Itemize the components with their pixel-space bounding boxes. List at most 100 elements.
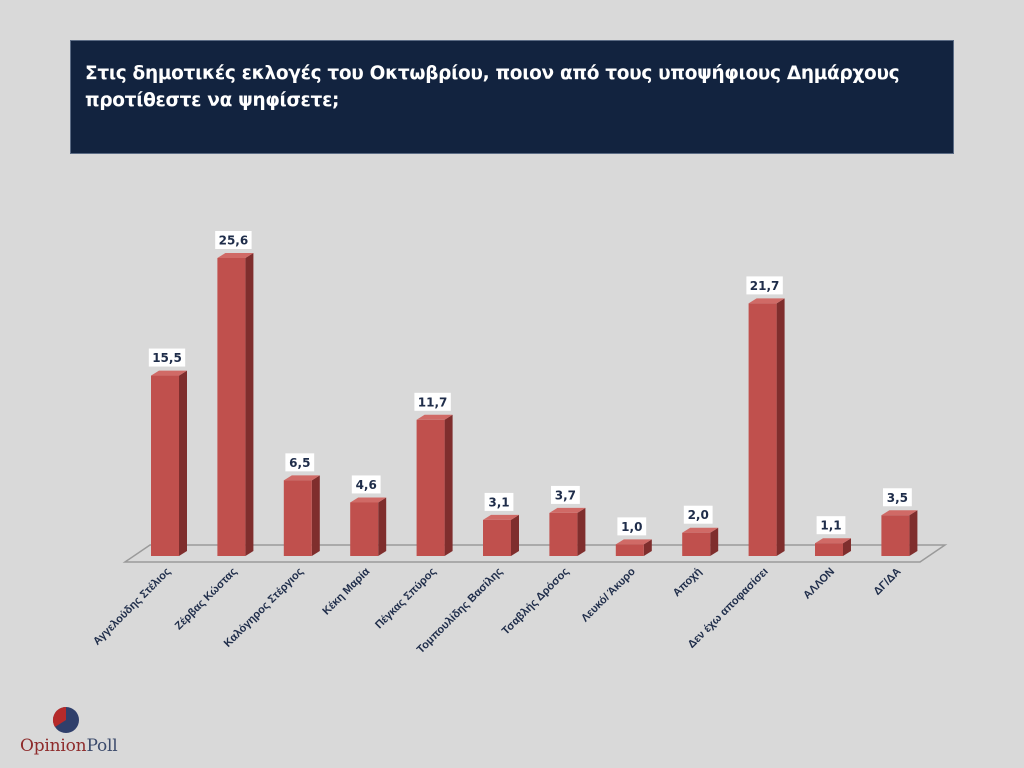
data-label-bg xyxy=(215,231,252,249)
data-label: 2,0 xyxy=(683,505,713,524)
data-label: 1,0 xyxy=(617,517,647,536)
category-label: Τσαβλής Δρόσος xyxy=(500,565,572,637)
data-label-bg xyxy=(617,517,647,536)
bar-side xyxy=(710,527,719,556)
bar-front xyxy=(483,519,511,556)
bar-side xyxy=(577,507,586,556)
bar-side xyxy=(843,538,851,556)
bar-top xyxy=(350,497,387,503)
bar-front xyxy=(217,258,246,556)
bar-side xyxy=(444,414,453,556)
bar xyxy=(483,514,519,556)
bar-side xyxy=(311,475,320,556)
bar-side xyxy=(378,497,387,556)
data-label-text: 2,0 xyxy=(688,508,709,522)
bar xyxy=(416,414,453,556)
bar-front xyxy=(881,515,910,556)
bar-front xyxy=(748,303,777,556)
category-label: Αγγελούδης Στέλιος xyxy=(91,565,173,647)
data-label: 21,7 xyxy=(746,276,783,295)
logo-text-poll: Poll xyxy=(86,736,118,756)
logo-pie-icon xyxy=(52,706,79,733)
category-label: Αποχή xyxy=(671,565,705,599)
bars xyxy=(151,253,918,556)
title-banner: Στις δημοτικές εκλογές του Οκτωβρίου, πο… xyxy=(70,40,954,154)
data-label-text: 1,0 xyxy=(621,520,642,534)
bar-front xyxy=(350,502,379,556)
bar xyxy=(682,527,719,556)
bar-top xyxy=(748,298,785,304)
data-label-bg xyxy=(148,348,186,367)
data-label-bg xyxy=(484,492,514,511)
data-label-text: 6,5 xyxy=(289,456,310,470)
bar xyxy=(350,497,387,556)
data-label-text: 3,7 xyxy=(555,488,576,502)
bar-top xyxy=(682,527,719,533)
data-label: 15,5 xyxy=(148,348,186,367)
bar-front xyxy=(416,419,445,556)
bar-front xyxy=(283,480,312,556)
data-label-text: 1,1 xyxy=(820,519,841,533)
bar xyxy=(815,538,851,556)
data-label-text: 15,5 xyxy=(152,351,182,365)
category-label: ΑΛΛΟΝ xyxy=(801,566,837,602)
bar-front xyxy=(549,512,578,556)
opinionpoll-logo: OpinionPoll xyxy=(18,706,128,762)
data-label: 11,7 xyxy=(414,392,451,411)
bar-top xyxy=(217,253,254,258)
logo-text-opinion: Opinion xyxy=(20,736,87,756)
bar xyxy=(151,370,187,556)
data-label-bg xyxy=(816,516,846,535)
data-label-bg xyxy=(551,485,580,504)
bar xyxy=(615,539,652,556)
floor-plane xyxy=(122,544,948,563)
chart-title: Στις δημοτικές εκλογές του Οκτωβρίου, πο… xyxy=(85,63,900,111)
bar-side xyxy=(179,370,187,556)
category-label: ΔΓ/ΔΑ xyxy=(871,566,903,598)
bar-side xyxy=(245,253,254,556)
category-labels: Αγγελούδης Στέλιος Ζέρβας ΚώσταςΚαλόγηρος… xyxy=(91,565,904,656)
data-label: 3,5 xyxy=(883,488,912,507)
bar-front xyxy=(615,544,644,556)
bar-top xyxy=(549,507,586,513)
data-labels: 15,5 25,6 6,5 4,6 11,7 3,1 3,7 1,0 2,0 21,7 1,1 3,5 xyxy=(148,231,912,536)
bar-top xyxy=(283,475,320,481)
chart-floor xyxy=(122,544,948,563)
data-label: 3,7 xyxy=(551,485,580,504)
data-label-text: 25,6 xyxy=(219,234,249,248)
bar-side xyxy=(776,298,785,556)
data-label-bg xyxy=(683,505,713,524)
data-label-bg xyxy=(351,475,381,494)
data-label: 3,1 xyxy=(484,492,514,511)
data-label: 25,6 xyxy=(215,231,252,249)
bar-front xyxy=(682,532,711,556)
bar xyxy=(748,298,785,556)
data-label-text: 21,7 xyxy=(750,279,780,293)
bar-top xyxy=(483,514,519,520)
bar-front xyxy=(151,375,179,556)
data-label-bg xyxy=(883,488,912,507)
data-label-text: 4,6 xyxy=(356,478,377,492)
data-label-bg xyxy=(746,276,783,295)
bar-side xyxy=(511,514,519,556)
data-label-text: 3,5 xyxy=(887,491,908,505)
category-label: Πέγκας Σπύρος xyxy=(373,565,439,631)
category-label: Λευκό/ Άκυρο xyxy=(579,565,638,624)
bar-top xyxy=(615,539,652,545)
category-label: Κέκη Μαρία xyxy=(320,565,372,617)
bar-top xyxy=(416,414,453,420)
data-label-text: 11,7 xyxy=(418,395,448,409)
logo-text: OpinionPoll xyxy=(20,736,118,756)
bar xyxy=(283,475,320,556)
bar xyxy=(881,510,918,556)
bar xyxy=(217,253,254,556)
bar-top xyxy=(815,538,851,544)
bar-side xyxy=(909,510,918,556)
bar-top xyxy=(881,510,918,516)
data-label-bg xyxy=(285,453,315,472)
bar-top xyxy=(151,370,187,376)
bar-front xyxy=(815,543,843,556)
data-label: 6,5 xyxy=(285,453,315,472)
data-label-bg xyxy=(414,392,451,411)
